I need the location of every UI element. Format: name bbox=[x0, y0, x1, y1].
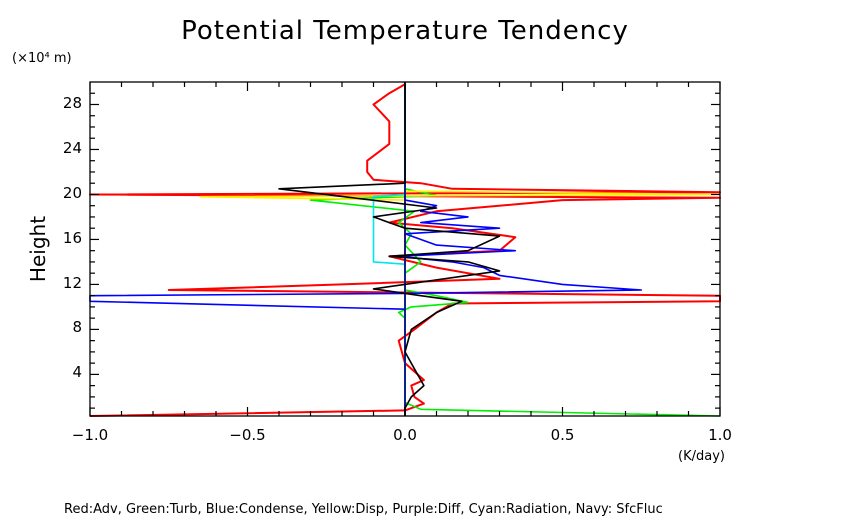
y-axis-label: Height bbox=[26, 216, 50, 282]
chart-title: Potential Temperature Tendency bbox=[181, 16, 629, 46]
x-tick-label-neg05: −0.5 bbox=[229, 426, 265, 444]
x-unit-label: (K/day) bbox=[678, 449, 725, 464]
series-line-condense bbox=[89, 82, 643, 416]
x-tick-label-1: 1.0 bbox=[708, 426, 732, 444]
y-tick-label-20: 20 bbox=[63, 184, 82, 202]
x-tick-label-neg1: −1.0 bbox=[72, 426, 108, 444]
y-unit-label: (×10⁴ m) bbox=[12, 51, 72, 66]
x-tick-label-05: 0.5 bbox=[551, 426, 575, 444]
y-tick-label-12: 12 bbox=[63, 274, 82, 292]
series-line-disp bbox=[199, 82, 721, 416]
legend-text: Red:Adv, Green:Turb, Blue:Condense, Yell… bbox=[64, 502, 663, 517]
y-tick-label-4: 4 bbox=[72, 363, 82, 381]
x-tick-label-0: 0.0 bbox=[393, 426, 417, 444]
y-tick-label-24: 24 bbox=[63, 139, 82, 157]
y-tick-label-28: 28 bbox=[63, 94, 82, 112]
tick-layer bbox=[89, 82, 721, 416]
series-layer bbox=[89, 82, 721, 417]
series-line-total bbox=[278, 82, 501, 416]
y-tick-label-16: 16 bbox=[63, 229, 82, 247]
y-tick-label-8: 8 bbox=[72, 318, 82, 336]
